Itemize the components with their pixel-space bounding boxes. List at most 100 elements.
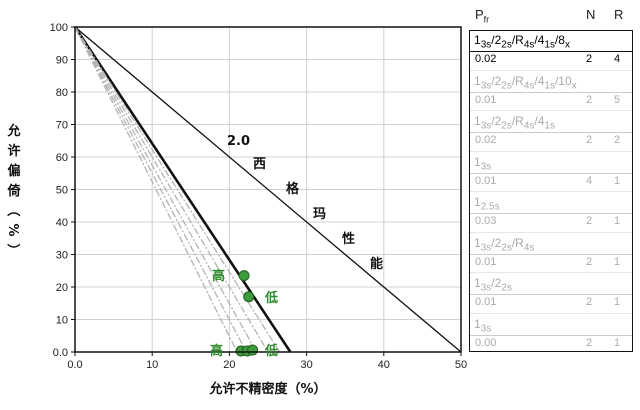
qc-rules-table: Pfr N R 13s/22s/R4s/41s/8x 0.02 2 4 13s/22s/…	[469, 0, 633, 356]
rule-pfr: 0.01	[475, 296, 497, 308]
y-axis-label-char: ）	[5, 243, 21, 256]
y-axis-label-char: （	[5, 203, 21, 216]
rule-row: 13s/22s/R4s/41s 0.02 2 2	[469, 111, 633, 154]
rule-r: 5	[614, 93, 621, 106]
row-separator	[469, 132, 633, 133]
rule-n: 2	[586, 215, 593, 227]
x-tick-label: 30	[300, 359, 312, 371]
y-tick-label: 90	[56, 55, 68, 67]
rule-name: 13s/22s/R4s/41s/10x	[474, 73, 577, 91]
row-separator	[469, 213, 633, 214]
rule-name: 13s/22s/R4s/41s	[474, 114, 555, 132]
sigma-char-1: 西	[253, 157, 266, 172]
rule-pfr: 0.01	[475, 174, 497, 187]
data-point	[238, 270, 250, 282]
opspecs-line-7	[74, 26, 238, 353]
rule-name: 13s/22s/R4s	[474, 235, 535, 253]
rule-n: 2	[586, 255, 593, 268]
row-divider	[469, 110, 633, 111]
rule-values: 0.01 2 5	[469, 94, 633, 110]
rule-n: 2	[586, 336, 593, 349]
rule-values: 0.01 2 1	[469, 256, 633, 272]
opspecs-line-6	[74, 26, 247, 353]
y-axis-label-char: 许	[7, 143, 20, 159]
rule-r: 1	[614, 255, 621, 268]
low-label-upper: 低	[264, 290, 278, 306]
y-tick-label: 10	[56, 315, 68, 327]
high-label-lower: 高	[210, 343, 223, 359]
x-tick-label: 10	[146, 359, 158, 371]
rules-table-frame	[469, 30, 633, 352]
opspecs-lines	[73, 26, 462, 353]
x-tick-label: 0.0	[67, 359, 82, 371]
rule-values: 0.00 2 1	[469, 337, 633, 353]
row-separator	[469, 91, 633, 93]
rule-r: 1	[614, 215, 621, 227]
rule-name: 13s/22s	[474, 276, 512, 294]
y-tick-label: 20	[56, 282, 68, 294]
y-tick-label: 100	[50, 22, 68, 34]
rule-row: 13s/22s/R4s/41s/8x 0.02 2 4	[469, 30, 633, 73]
opspecs-line-3	[74, 26, 281, 353]
rule-row: 13s 0.00 2 1	[469, 314, 633, 357]
row-separator	[469, 294, 633, 295]
row-divider	[469, 150, 633, 152]
data-point	[247, 344, 259, 356]
rule-name: 13s	[474, 154, 492, 172]
rule-values: 0.03 2 1	[469, 215, 633, 231]
rule-pfr: 0.01	[475, 93, 497, 106]
rule-n: 2	[586, 134, 593, 146]
sigma-char-5: 能	[370, 256, 383, 272]
row-divider	[469, 69, 633, 71]
row-separator	[469, 334, 633, 336]
rule-values: 0.02 2 4	[469, 53, 633, 69]
row-divider	[469, 231, 633, 233]
annotations: 2.0 西 格 玛 性 能 高 低 高 低	[210, 134, 383, 359]
opspecs-line-4	[74, 26, 269, 353]
rule-row: 13s 0.01 4 1	[469, 152, 633, 195]
y-tick-label: 80	[56, 87, 68, 99]
y-tick-label: 0.0	[53, 347, 68, 359]
rule-n: 2	[586, 296, 593, 308]
sigma-char-4: 性	[342, 231, 355, 247]
header-pfr: Pfr	[475, 7, 490, 25]
y-axis-label-char: 倚	[6, 183, 20, 199]
plot-frame	[74, 26, 462, 353]
rule-values: 0.01 2 1	[469, 296, 633, 312]
y-axis-label-char: 允	[6, 123, 20, 139]
x-tick-label: 40	[378, 359, 390, 371]
rule-name: 13s/22s/R4s/41s/8x	[474, 33, 570, 51]
x-tick-label: 20	[223, 359, 235, 371]
y-axis-label-char: %	[5, 223, 20, 236]
sigma-char-3: 玛	[313, 207, 326, 222]
row-separator	[469, 253, 633, 255]
rule-name: 12.5s	[474, 195, 500, 213]
rule-r: 1	[614, 296, 621, 308]
rule-r: 4	[614, 53, 621, 65]
rule-pfr: 0.02	[475, 134, 497, 146]
low-label-lower: 低	[264, 343, 278, 359]
rule-n: 4	[586, 174, 593, 187]
data-point	[243, 291, 255, 303]
y-tick-label: 30	[56, 250, 68, 262]
rule-pfr: 0.03	[475, 215, 497, 227]
rule-name: 13s	[474, 316, 492, 334]
sigma-value-label: 2.0	[227, 134, 250, 149]
rule-pfr: 0.00	[475, 336, 497, 349]
sigma-char-2: 格	[286, 181, 300, 197]
axis-ticks: 0.0 10 20 30 40 50 60 70 80 90 100 0.0 10 20 30 40 50	[50, 22, 467, 371]
opspecs-line-1	[74, 26, 462, 353]
rule-pfr: 0.01	[475, 255, 497, 268]
rule-n: 2	[586, 53, 593, 65]
rule-values: 0.02 2 2	[469, 134, 633, 150]
rule-row: 13s/22s/R4s 0.01 2 1	[469, 233, 633, 276]
rule-r: 1	[614, 174, 621, 187]
y-tick-label: 60	[56, 152, 68, 164]
rule-r: 2	[614, 134, 621, 146]
y-axis-label-char: 偏	[7, 163, 20, 179]
rule-row: 12.5s 0.03 2 1	[469, 192, 633, 235]
data-points	[235, 270, 259, 357]
row-separator	[469, 51, 633, 52]
